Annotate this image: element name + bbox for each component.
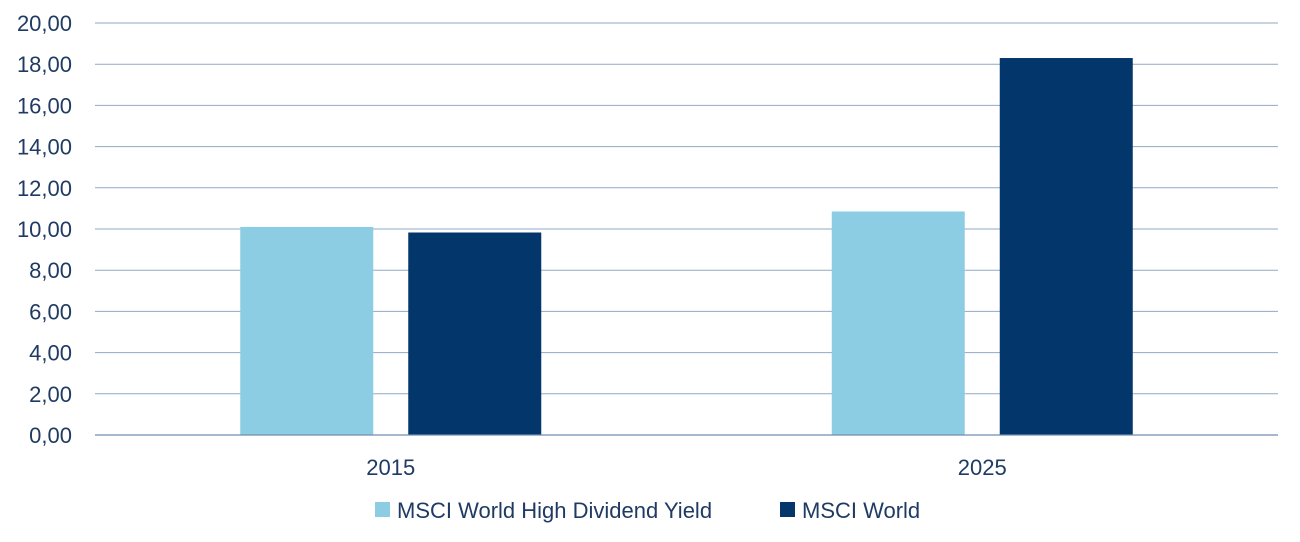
- legend-item-msci-world: MSCI World: [780, 498, 920, 523]
- y-tick-label: 8,00: [29, 258, 72, 283]
- y-tick-label: 10,00: [17, 217, 72, 242]
- bars: [240, 58, 1133, 436]
- legend-swatch-high-dividend: [375, 502, 390, 517]
- y-tick-label: 16,00: [17, 93, 72, 118]
- bar-2015-series-1: [408, 232, 542, 435]
- legend: MSCI World High Dividend Yield MSCI Worl…: [375, 498, 920, 523]
- y-tick-label: 2,00: [29, 382, 72, 407]
- y-tick-label: 6,00: [29, 299, 72, 324]
- y-tick-label: 4,00: [29, 341, 72, 366]
- y-tick-label: 0,00: [29, 423, 72, 448]
- bar-2015-series-0: [240, 226, 374, 435]
- y-axis-ticks: 0,00 2,00 4,00 6,00 8,00 10,00 12,00 14,00 16,00…: [17, 11, 72, 448]
- legend-label-msci-world: MSCI World: [802, 498, 920, 523]
- legend-swatch-msci-world: [780, 502, 795, 517]
- category-label-2015: 2015: [366, 455, 415, 480]
- y-tick-label: 14,00: [17, 135, 72, 160]
- legend-label-high-dividend: MSCI World High Dividend Yield: [397, 498, 712, 523]
- y-tick-label: 20,00: [17, 11, 72, 36]
- y-tick-label: 12,00: [17, 176, 72, 201]
- bar-2025-series-0: [831, 211, 965, 435]
- category-label-2025: 2025: [958, 455, 1007, 480]
- bar-2025-series-1: [999, 58, 1133, 436]
- legend-item-high-dividend: MSCI World High Dividend Yield: [375, 498, 712, 523]
- y-tick-label: 18,00: [17, 52, 72, 77]
- x-axis-categories: 2015 2025: [366, 455, 1006, 480]
